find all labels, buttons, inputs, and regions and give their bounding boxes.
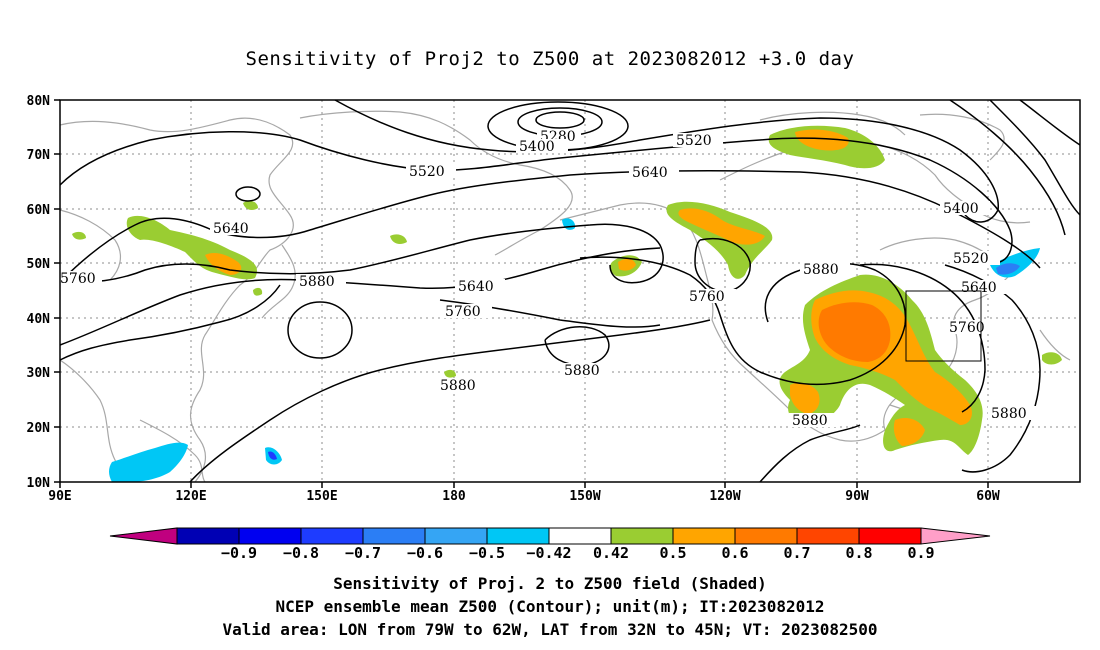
contour-label-5640: 5640 (632, 165, 668, 181)
lat-label-10n: 10N (27, 476, 51, 491)
contour-label-5880: 5880 (564, 363, 600, 379)
colorbar-tick-label: −0.7 (345, 544, 381, 562)
colorbar-tick-label: 0.6 (721, 544, 748, 562)
contour-label-5760: 5760 (949, 320, 985, 336)
colorbar-tick-label: −0.8 (283, 544, 319, 562)
colorbar-box (610, 527, 674, 545)
z500-contours (59, 99, 1081, 483)
lon-label-180: 180 (442, 489, 466, 504)
colorbar-box (858, 527, 922, 545)
lat-label-50n: 50N (27, 257, 51, 272)
contour-label-5760: 5760 (445, 304, 481, 320)
colorbar-box (734, 527, 798, 545)
contour-label-5760: 5760 (689, 289, 725, 305)
contour-label-5640: 5640 (458, 279, 494, 295)
longitude-labels: 90E 120E 150E 180 150W 120W 90W 60W (48, 489, 1000, 504)
lon-label-150e: 150E (306, 489, 337, 504)
valid-area-box (905, 290, 982, 362)
colorbar-tick-label: −0.6 (407, 544, 443, 562)
colorbar-arrow-high (920, 527, 991, 545)
colorbar-box (362, 527, 426, 545)
contour-label-5400: 5400 (519, 139, 555, 155)
contour-label-5520: 5520 (953, 251, 989, 267)
lon-label-120e: 120E (175, 489, 206, 504)
latitude-labels: 80N 70N 60N 50N 40N 30N 20N 10N (27, 94, 51, 491)
lon-label-120w: 120W (709, 489, 740, 504)
contour-label-5880: 5880 (299, 274, 335, 290)
colorbar-arrow-low (109, 527, 178, 545)
lon-label-150w: 150W (569, 489, 600, 504)
contour-label-5880: 5880 (792, 413, 828, 429)
lat-label-60n: 60N (27, 203, 51, 218)
colorbar-box (796, 527, 860, 545)
caption-shaded: Sensitivity of Proj. 2 to Z500 field (Sh… (333, 574, 767, 593)
colorbar-tick-label: −0.5 (469, 544, 505, 562)
plot-border (59, 99, 1081, 483)
colorbar-tick-label: −0.42 (526, 544, 571, 562)
lat-label-40n: 40N (27, 312, 51, 327)
contour-label-5880: 5880 (991, 406, 1027, 422)
colorbar-box (486, 527, 550, 545)
axis-ticks (54, 99, 989, 488)
contour-label-5880: 5880 (440, 378, 476, 394)
colorbar: −0.9 −0.8 −0.7 −0.6 −0.5 −0.42 0.42 0.5 0.6 0.7 0.… (109, 527, 991, 562)
caption-valid-area: Valid area: LON from 79W to 62W, LAT fro… (222, 620, 878, 639)
lon-label-60w: 60W (976, 489, 1000, 504)
lat-label-70n: 70N (27, 148, 51, 163)
contour-label-5640: 5640 (213, 221, 249, 237)
lat-label-80n: 80N (27, 94, 51, 109)
colorbar-box (424, 527, 488, 545)
map-title: Sensitivity of Proj2 to Z500 at 20230820… (245, 48, 855, 70)
contour-label-5880: 5880 (803, 262, 839, 278)
contour-label-5520: 5520 (409, 164, 445, 180)
colorbar-box (238, 527, 302, 545)
positive-sensitivity-shading (72, 125, 1062, 455)
colorbar-tick-label: 0.8 (845, 544, 872, 562)
colorbar-tick-label: −0.9 (221, 544, 257, 562)
colorbar-box (672, 527, 736, 545)
colorbar-tick-label: 0.5 (659, 544, 686, 562)
colorbar-tick-label: 0.42 (593, 544, 629, 562)
lon-label-90e: 90E (48, 489, 71, 504)
colorbar-box (548, 527, 612, 545)
lat-label-30n: 30N (27, 366, 51, 381)
colorbar-box (176, 527, 240, 545)
lat-label-20n: 20N (27, 421, 51, 436)
colorbar-tick-label: 0.9 (907, 544, 934, 562)
caption-contour: NCEP ensemble mean Z500 (Contour); unit(… (275, 597, 825, 616)
colorbar-box (300, 527, 364, 545)
contour-label-5400: 5400 (943, 201, 979, 217)
contour-labels: 5280 5400 5520 5520 5640 5400 5640 5520 … (60, 129, 1038, 429)
contour-label-5760: 5760 (60, 271, 96, 287)
contour-label-5640: 5640 (961, 280, 997, 296)
colorbar-tick-label: 0.7 (783, 544, 810, 562)
contour-label-5520: 5520 (676, 133, 712, 149)
lon-label-90w: 90W (845, 489, 869, 504)
